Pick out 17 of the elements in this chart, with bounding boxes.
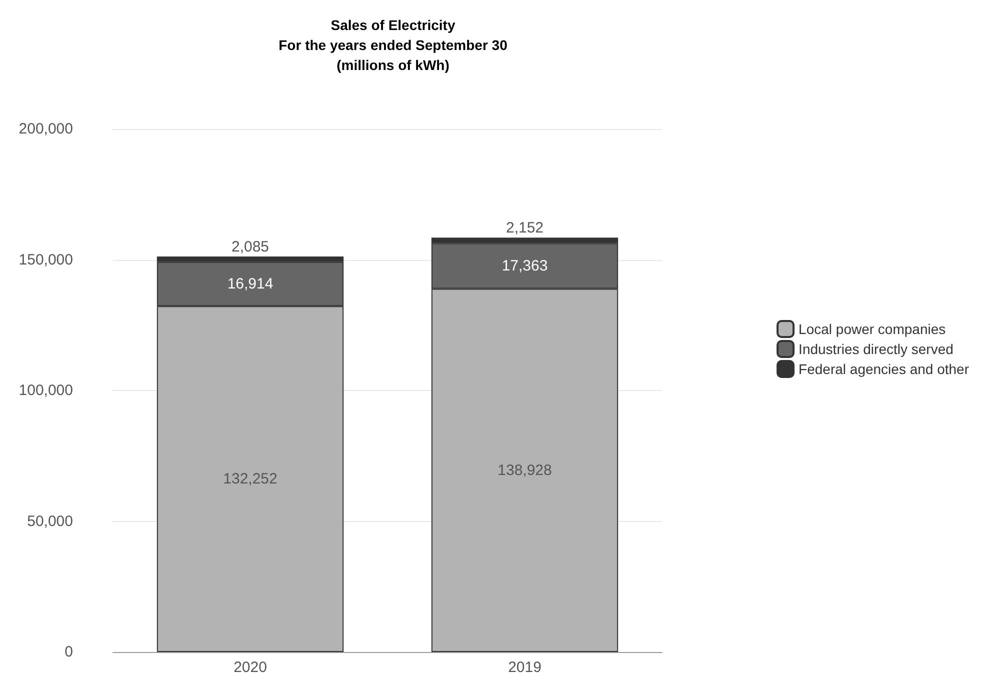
y-tick-label: 100,000 [18,382,73,399]
data-label: 2,152 [506,220,544,237]
data-label: 132,252 [223,470,278,488]
data-label: 17,363 [502,258,548,274]
y-tick-label: 200,000 [18,120,73,138]
legend-label: Industries directly served [798,341,954,357]
legend-label: Federal agencies and other [798,361,970,377]
y-tick-label: 150,000 [18,251,73,268]
data-label: 138,928 [498,462,552,479]
data-label: 2,085 [231,238,270,256]
legend-label: Local power companies [798,321,946,337]
data-label: 16,914 [227,276,274,293]
x-tick-label: 2019 [508,659,542,676]
chart-title: Sales of Electricity For the years ended September 30 (millions of kWh) [278,17,508,73]
y-tick-label: 0 [64,644,73,660]
y-tick-label: 50,000 [27,512,73,530]
x-tick-label: 2020 [234,659,267,676]
